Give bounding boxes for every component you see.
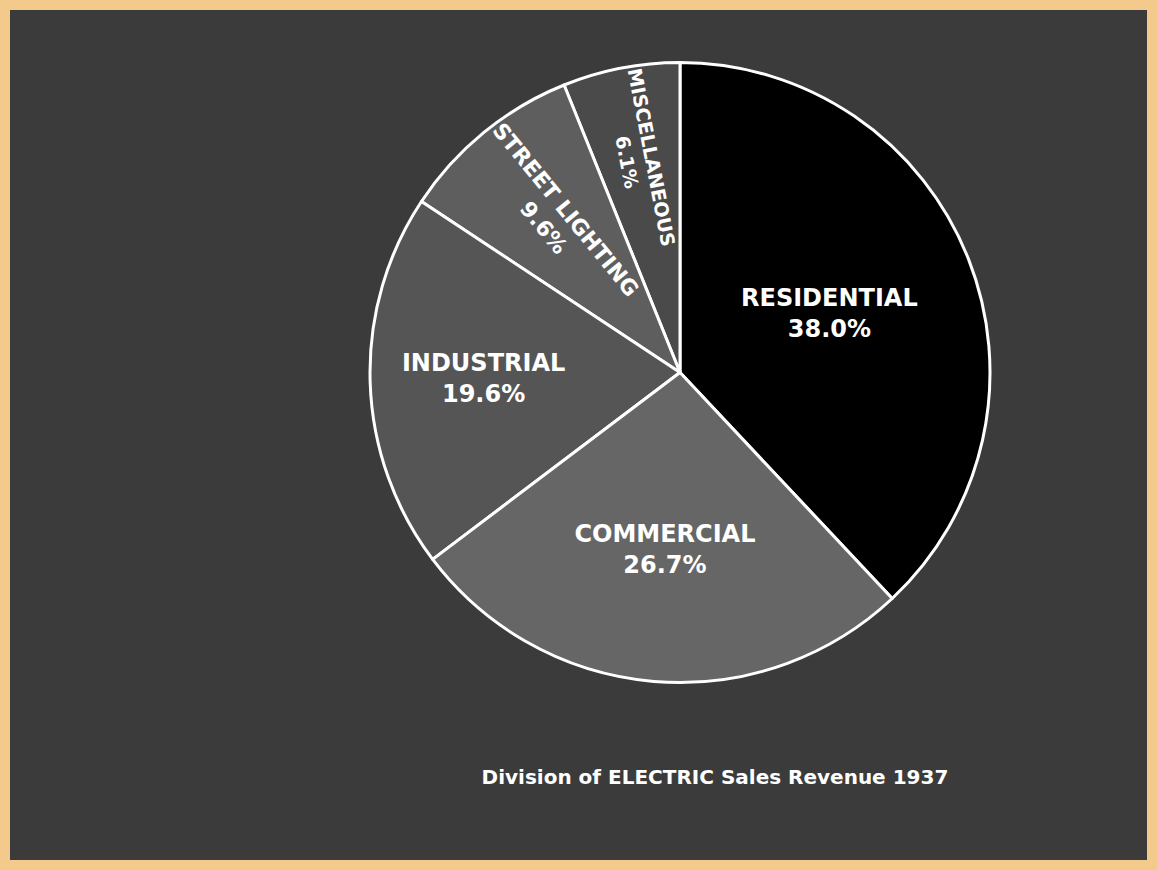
svg-text:Division of ELECTRIC Sales Rev: Division of ELECTRIC Sales Revenue 1937 xyxy=(482,765,949,789)
svg-text:RESIDENTIAL38.0%: RESIDENTIAL38.0% xyxy=(741,284,918,343)
html-text:6.1%: 6.1% xyxy=(610,133,643,191)
svg-text:INDUSTRIAL19.6%: INDUSTRIAL19.6% xyxy=(402,349,565,408)
svg-text:COMMERCIAL26.7%: COMMERCIAL26.7% xyxy=(574,520,755,579)
html-text:9.6%: 9.6% xyxy=(515,196,573,259)
html-text:STREET LIGHTING: STREET LIGHTING xyxy=(487,118,644,302)
html-text:MISCELLANEOUS: MISCELLANEOUS xyxy=(622,66,680,249)
